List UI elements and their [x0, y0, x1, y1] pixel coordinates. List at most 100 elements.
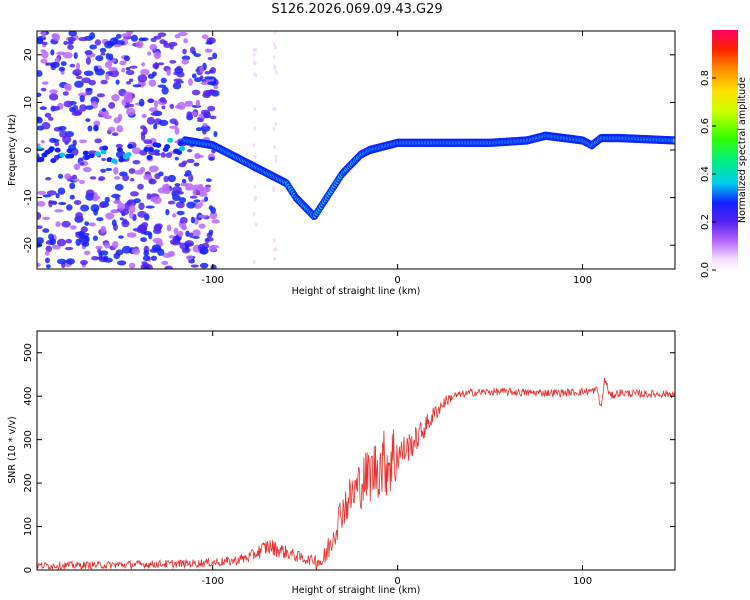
noise-blob	[252, 143, 256, 148]
noise-blob	[197, 186, 205, 192]
noise-blob	[139, 167, 146, 173]
noise-blob	[174, 183, 181, 187]
noise-blob	[161, 86, 169, 95]
noise-blob	[99, 202, 107, 208]
noise-blob	[143, 266, 149, 269]
noise-blob	[104, 242, 111, 249]
noise-blob	[129, 177, 135, 182]
noise-blob	[273, 106, 277, 111]
ridge-cell	[147, 147, 154, 153]
noise-blob	[48, 93, 59, 101]
noise-blob	[104, 73, 110, 81]
noise-blob	[42, 194, 52, 198]
noise-blob	[274, 45, 278, 50]
noise-blob	[48, 200, 57, 204]
noise-blob	[108, 126, 116, 133]
noise-blob	[120, 67, 126, 73]
noise-blob	[61, 220, 71, 228]
noise-blob	[167, 200, 176, 205]
noise-blob	[80, 226, 88, 233]
noise-blob	[115, 79, 120, 85]
noise-blob	[44, 257, 50, 264]
colorbar: 0.0 0.2 0.4 0.6 0.8 Normalized spectral ampl…	[700, 30, 748, 278]
noise-blob	[128, 204, 136, 213]
noise-blob	[125, 67, 131, 71]
noise-blob	[190, 264, 199, 268]
noise-blob	[126, 200, 133, 204]
noise-blob	[68, 31, 77, 37]
noise-blob	[272, 42, 276, 47]
noise-blob	[273, 64, 277, 69]
noise-blob	[272, 185, 276, 190]
noise-blob	[209, 115, 217, 120]
noise-blob	[108, 66, 118, 72]
noise-blob	[202, 128, 207, 135]
noise-blob	[94, 138, 103, 144]
noise-blob	[252, 52, 256, 57]
ridge-cell	[178, 146, 185, 152]
noise-blob	[89, 176, 97, 180]
noise-blob	[119, 60, 127, 66]
x-tick-label: -100	[201, 275, 224, 286]
noise-blob	[73, 52, 78, 60]
noise-blob	[115, 143, 123, 149]
noise-blob	[41, 81, 49, 85]
noise-blob	[85, 87, 93, 91]
ridge-cell	[143, 146, 150, 152]
noise-blob	[135, 40, 144, 49]
noise-blob	[206, 89, 217, 95]
noise-blob	[190, 216, 195, 224]
noise-blob	[103, 115, 112, 120]
noise-blob	[58, 66, 66, 72]
noise-blob	[186, 158, 195, 164]
noise-blob	[194, 77, 203, 83]
ridge-cell	[110, 158, 117, 164]
noise-blob	[175, 104, 182, 109]
noise-blob	[186, 111, 192, 119]
noise-blob	[253, 184, 257, 189]
noise-blob	[207, 81, 217, 86]
colorbar-label: Normalized spectral amplitude	[737, 77, 748, 223]
noise-blob	[122, 174, 130, 182]
noise-blob	[272, 238, 276, 243]
noise-blob	[183, 38, 189, 44]
noise-blob	[159, 97, 166, 103]
noise-blob	[45, 264, 51, 269]
noise-blob	[183, 173, 189, 177]
noise-blob	[177, 31, 188, 37]
noise-blob	[137, 74, 148, 83]
noise-blob	[37, 200, 46, 207]
y-tick-label: 100	[23, 517, 34, 536]
noise-blob	[169, 44, 174, 50]
noise-blob	[92, 197, 98, 202]
noise-blob	[145, 205, 155, 209]
noise-blob	[104, 61, 113, 68]
noise-blob	[40, 139, 45, 144]
noise-blob	[58, 201, 67, 206]
noise-blob	[200, 81, 210, 86]
noise-blob	[143, 139, 153, 145]
noise-blob	[210, 264, 217, 269]
noise-blob	[252, 47, 256, 52]
noise-blob	[174, 34, 181, 39]
noise-blob	[126, 81, 132, 85]
noise-blob	[201, 34, 209, 40]
noise-blob	[175, 201, 185, 209]
noise-blob	[152, 63, 160, 69]
noise-blob	[95, 245, 103, 250]
noise-blob	[142, 126, 148, 135]
noise-blob	[172, 82, 182, 90]
noise-blob	[58, 125, 67, 131]
noise-blob	[167, 174, 176, 183]
x-tick-label: -100	[201, 576, 224, 587]
noise-blob	[148, 165, 159, 173]
noise-blob	[113, 44, 122, 48]
noise-blob	[37, 262, 41, 268]
colorbar-tick-label: 0.4	[700, 166, 711, 182]
ridge-cell	[116, 147, 123, 153]
noise-blob	[133, 198, 141, 204]
noise-blob	[174, 120, 179, 127]
y-tick-label: 10	[23, 96, 34, 109]
noise-blob	[73, 199, 82, 206]
noise-blob	[111, 93, 120, 102]
